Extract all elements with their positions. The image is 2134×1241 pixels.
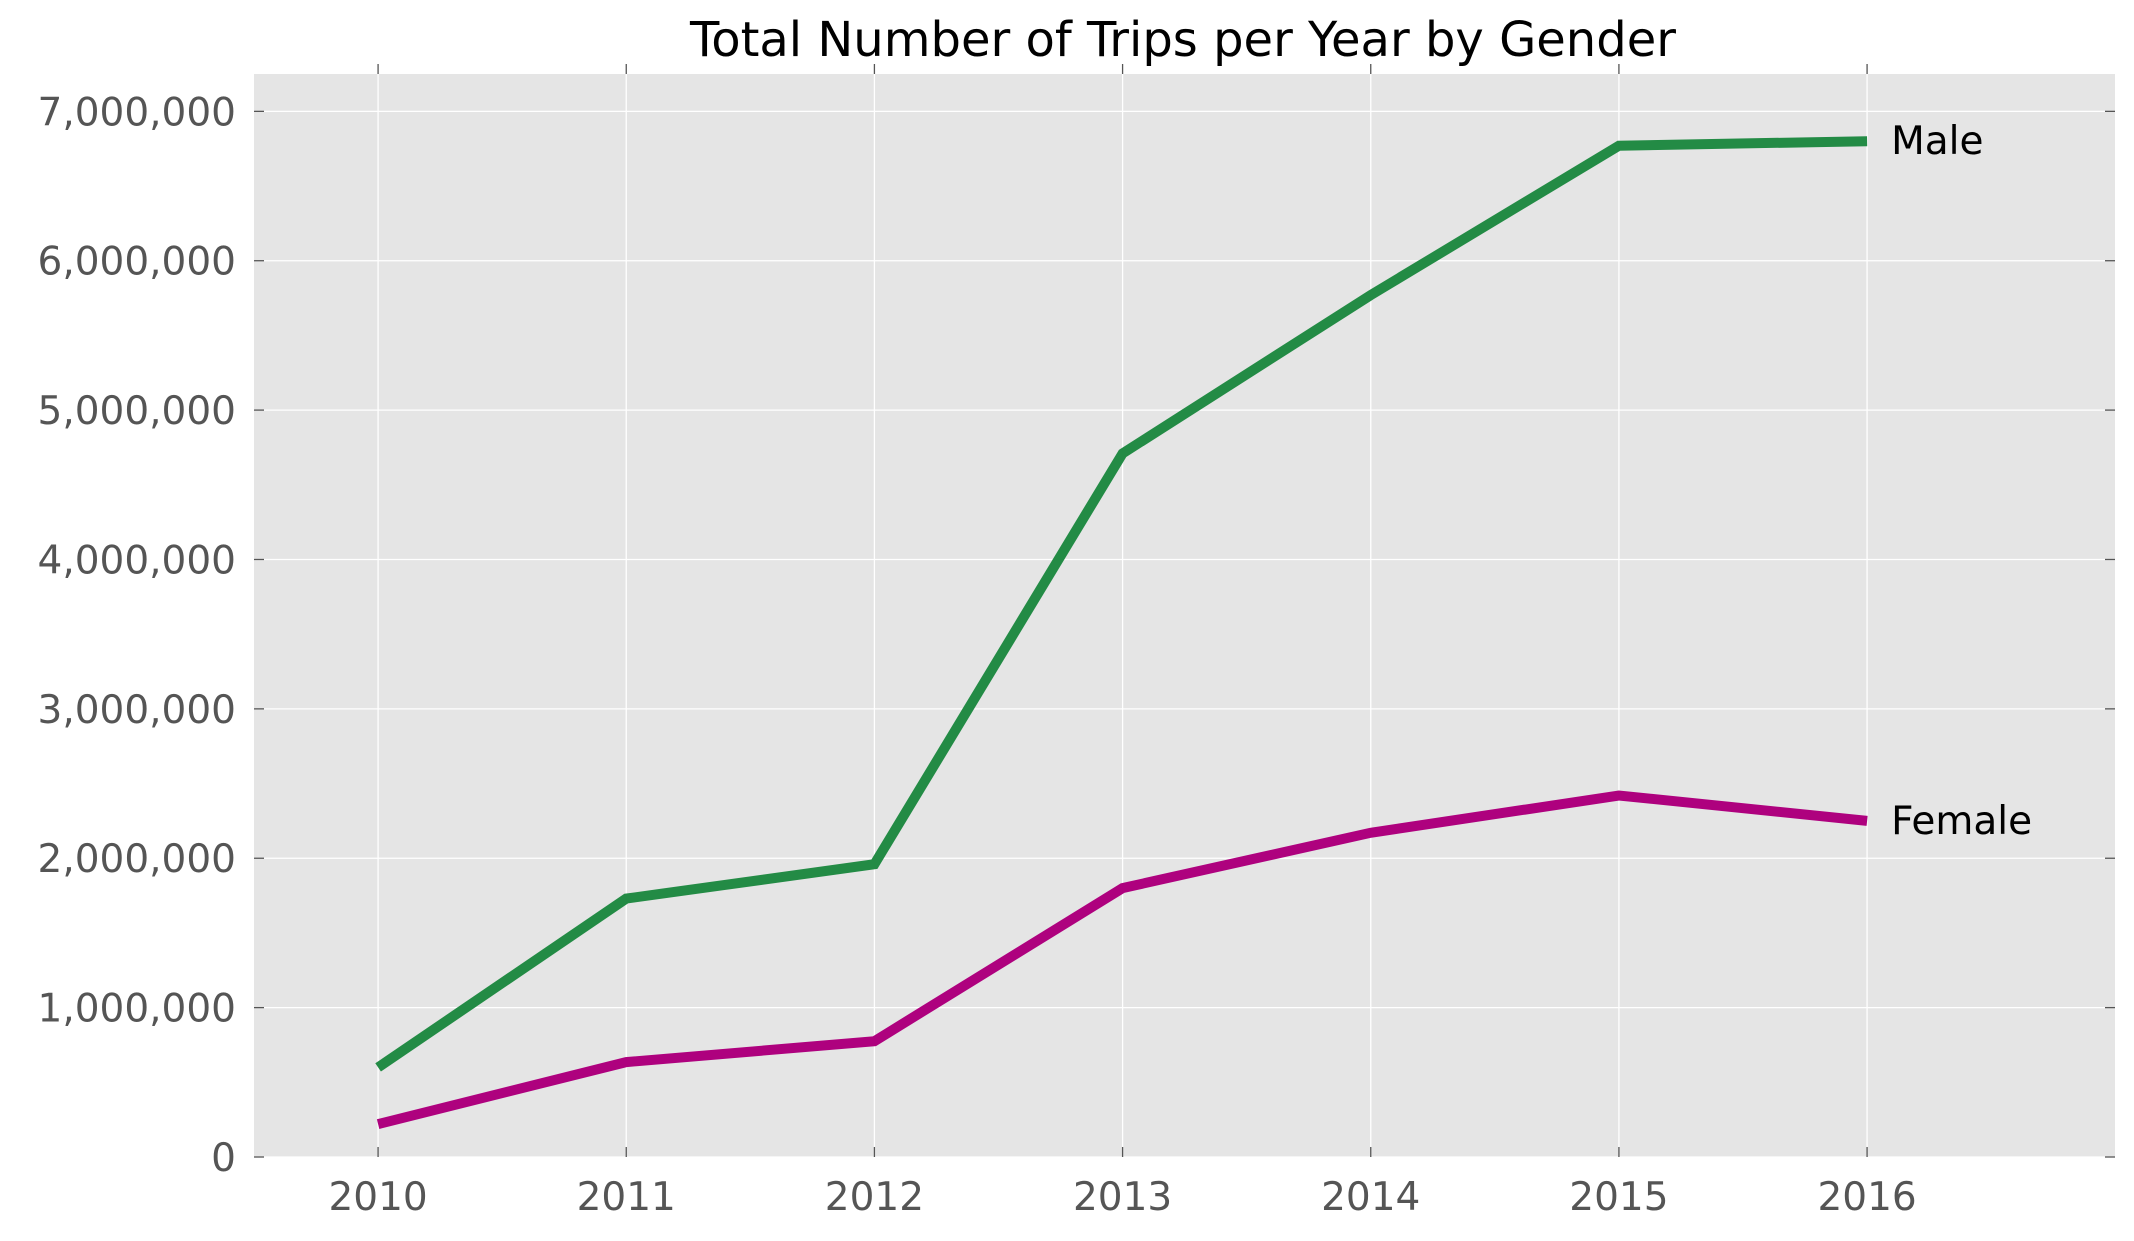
- series-label-female: Female: [1891, 799, 2032, 844]
- y-tick-label: 5,000,000: [38, 389, 237, 434]
- y-tick-label: 6,000,000: [38, 240, 237, 285]
- x-tick-label: 2012: [825, 1175, 924, 1220]
- x-axis: 2010 2011 2012 2013 2014 2015 2016: [328, 1175, 1916, 1220]
- series-line-male: [375, 136, 1868, 1072]
- plot-area: [254, 74, 2115, 1157]
- x-tick-label: 2010: [328, 1175, 427, 1220]
- x-tick-label: 2013: [1073, 1175, 1172, 1220]
- series-label-male: Male: [1891, 119, 1983, 164]
- x-tick-label: 2014: [1321, 1175, 1420, 1220]
- y-axis: 0 1,000,000 2,000,000 3,000,000 4,000,000 5,0…: [38, 90, 237, 1181]
- axis-ticks: [254, 64, 2115, 1158]
- y-tick-label: 0: [211, 1136, 236, 1181]
- y-tick-label: 4,000,000: [38, 538, 237, 583]
- y-tick-label: 2,000,000: [38, 837, 237, 882]
- x-tick-label: 2011: [577, 1175, 676, 1220]
- series-labels: Male Female: [1891, 119, 2032, 844]
- series: [375, 136, 1868, 1129]
- y-tick-label: 3,000,000: [38, 688, 237, 733]
- x-tick-label: 2015: [1569, 1175, 1668, 1220]
- y-tick-label: 1,000,000: [38, 987, 237, 1032]
- chart-title: Total Number of Trips per Year by Gender: [689, 12, 1676, 68]
- y-tick-label: 7,000,000: [38, 90, 237, 135]
- series-line-female: [376, 790, 1868, 1129]
- x-tick-label: 2016: [1817, 1175, 1916, 1220]
